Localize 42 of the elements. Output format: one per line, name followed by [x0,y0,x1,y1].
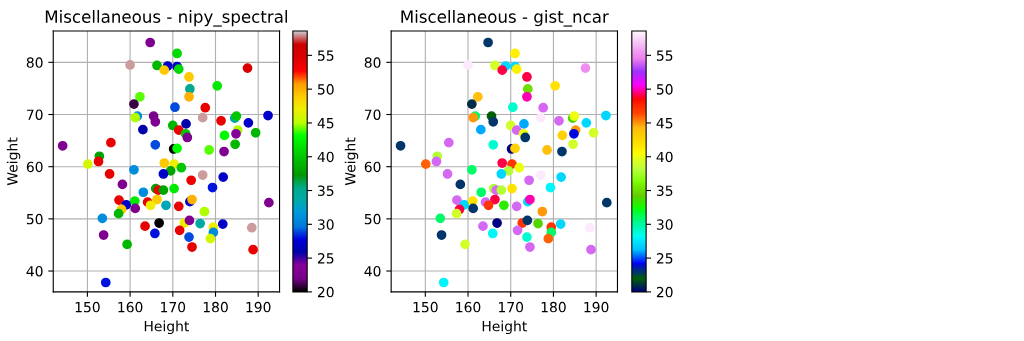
color-bar-label: 25 [656,253,673,264]
x-tick-label: 150 [413,301,438,313]
x-tick-label: 170 [161,301,186,313]
color-bar-label: 50 [656,84,673,95]
y-tick-label: 50 [26,213,43,225]
y-tick-label: 50 [364,213,381,225]
y-tick-label: 70 [26,109,43,120]
color-bar-label: 55 [317,50,334,61]
color-bar-label: 45 [656,118,673,129]
x-tick-label: 160 [118,301,143,313]
y-tick-label: 70 [364,109,381,120]
y-tick-label: 60 [364,161,381,173]
color-bar-label: 30 [656,219,673,230]
color-bar-label: 25 [317,253,334,264]
color-bar-label: 40 [656,151,673,163]
y-tick-label: 80 [26,57,43,68]
y-tick-label: 40 [26,266,43,277]
chart-title: Miscellaneous - nipy_spectral [45,10,288,27]
y-tick-label: 80 [364,57,381,68]
x-tick-label: 160 [456,301,481,313]
x-tick-label: 170 [499,301,524,313]
color-bar-label: 35 [317,185,334,196]
x-tick-label: 180 [203,301,228,313]
y-axis-title: Weight [6,137,21,186]
color-bar-label: 20 [317,286,334,298]
y-tick-label: 40 [364,266,381,277]
color-bar-label: 30 [317,219,334,230]
color-bar-label: 55 [656,50,673,61]
x-tick-label: 190 [246,301,271,313]
y-axis-title: Weight [344,137,359,186]
color-bar-label: 50 [317,84,334,95]
color-bar-label: 20 [656,286,673,298]
x-tick-label: 190 [584,301,609,313]
color-bar-label: 45 [317,118,334,129]
color-bar-label: 40 [317,151,334,163]
x-axis-title: Height [144,320,190,335]
x-tick-label: 180 [541,301,566,313]
color-bar-label: 35 [656,185,673,196]
chart-title: Miscellaneous - gist_ncar [401,10,609,27]
x-axis-title: Height [482,320,527,335]
y-tick-label: 60 [26,161,43,173]
x-tick-label: 150 [75,301,100,313]
